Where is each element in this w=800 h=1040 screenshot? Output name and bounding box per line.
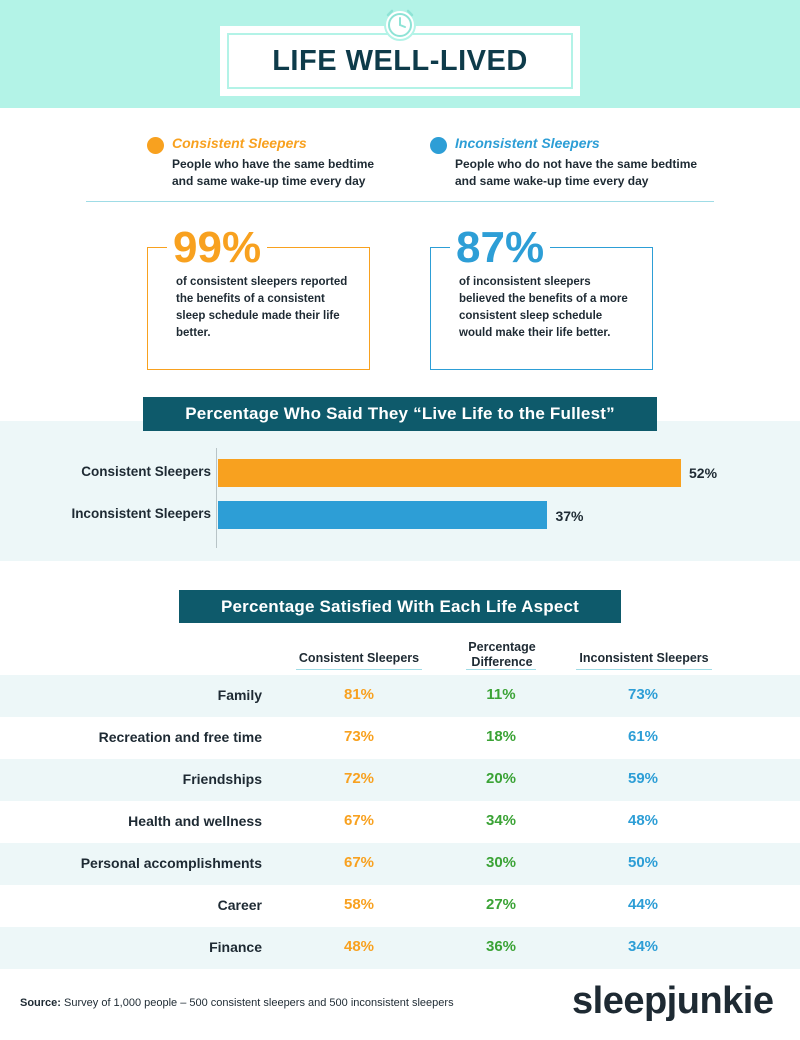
bar-value-inconsistent: 37%	[555, 508, 584, 524]
row-label: Career	[217, 897, 262, 913]
cell-consistent: 58%	[343, 896, 375, 913]
cell-inconsistent: 73%	[627, 686, 659, 703]
cell-inconsistent: 44%	[627, 896, 659, 913]
cell-inconsistent: 34%	[627, 938, 659, 955]
cell-difference: 36%	[485, 938, 517, 955]
cell-inconsistent: 61%	[627, 728, 659, 745]
bar-label-inconsistent: Inconsistent Sleepers	[71, 506, 211, 521]
table-row	[0, 759, 800, 801]
source-text: Survey of 1,000 people – 500 consistent …	[64, 997, 454, 1009]
col-underline-consistent	[296, 669, 422, 670]
cell-consistent: 67%	[343, 854, 375, 871]
page-title: LIFE WELL-LIVED	[272, 44, 528, 77]
bar-label-consistent: Consistent Sleepers	[81, 464, 211, 479]
stat-value-inconsistent: 87%	[450, 226, 551, 270]
bar-chart-band	[0, 421, 800, 561]
cell-consistent: 67%	[343, 812, 375, 829]
cell-difference: 20%	[485, 770, 517, 787]
cell-difference: 30%	[485, 854, 517, 871]
cell-consistent: 81%	[343, 686, 375, 703]
cell-difference: 11%	[486, 686, 516, 703]
row-label: Finance	[209, 939, 262, 955]
col-underline-difference	[466, 669, 536, 670]
alarm-clock-icon	[384, 9, 416, 41]
table-row	[0, 801, 800, 843]
bar-inconsistent	[218, 501, 548, 529]
bar-chart-title: Percentage Who Said They “Live Life to t…	[143, 397, 657, 431]
row-label: Health and wellness	[128, 813, 262, 829]
table-row	[0, 717, 800, 759]
source-note: Source: Survey of 1,000 people – 500 con…	[20, 997, 454, 1009]
legend-divider	[86, 201, 714, 202]
cell-inconsistent: 59%	[627, 770, 659, 787]
legend-dot-inconsistent	[430, 137, 447, 154]
cell-difference: 27%	[485, 896, 517, 913]
legend-desc-consistent: People who have the same bedtime and sam…	[172, 157, 375, 188]
table-row	[0, 843, 800, 885]
source-label: Source:	[20, 997, 61, 1009]
table-title: Percentage Satisfied With Each Life Aspe…	[179, 590, 621, 623]
col-head-difference: Percentage Difference	[468, 640, 536, 669]
legend-name-inconsistent: Inconsistent Sleepers	[455, 135, 600, 151]
col-head-consistent: Consistent Sleepers	[298, 651, 420, 665]
cell-consistent: 73%	[343, 728, 375, 745]
table-row	[0, 675, 800, 717]
bar-consistent	[218, 459, 681, 487]
col-head-inconsistent: Inconsistent Sleepers	[579, 651, 709, 665]
stat-text-inconsistent: of inconsistent sleepers believed the be…	[459, 276, 628, 339]
row-label: Recreation and free time	[98, 729, 262, 745]
bar-chart-axis	[216, 448, 217, 548]
stat-text-consistent: of consistent sleepers reported the bene…	[176, 276, 348, 339]
bar-value-consistent: 52%	[689, 465, 718, 481]
cell-inconsistent: 50%	[627, 854, 659, 871]
cell-consistent: 72%	[343, 770, 375, 787]
row-label: Personal accomplishments	[80, 855, 262, 871]
cell-difference: 34%	[485, 812, 517, 829]
legend-name-consistent: Consistent Sleepers	[172, 135, 307, 151]
row-label: Family	[217, 687, 262, 703]
table-row	[0, 885, 800, 927]
cell-consistent: 48%	[343, 938, 375, 955]
cell-difference: 18%	[485, 728, 517, 745]
brand-logo: sleepjunkie	[572, 980, 774, 1022]
cell-inconsistent: 48%	[627, 812, 659, 829]
legend-dot-consistent	[147, 137, 164, 154]
table-row	[0, 927, 800, 969]
row-label: Friendships	[182, 771, 262, 787]
stat-value-consistent: 99%	[167, 226, 268, 270]
title-frame: LIFE WELL-LIVED	[227, 33, 573, 89]
col-underline-inconsistent	[576, 669, 712, 670]
legend-desc-inconsistent: People who do not have the same bedtime …	[455, 157, 698, 188]
